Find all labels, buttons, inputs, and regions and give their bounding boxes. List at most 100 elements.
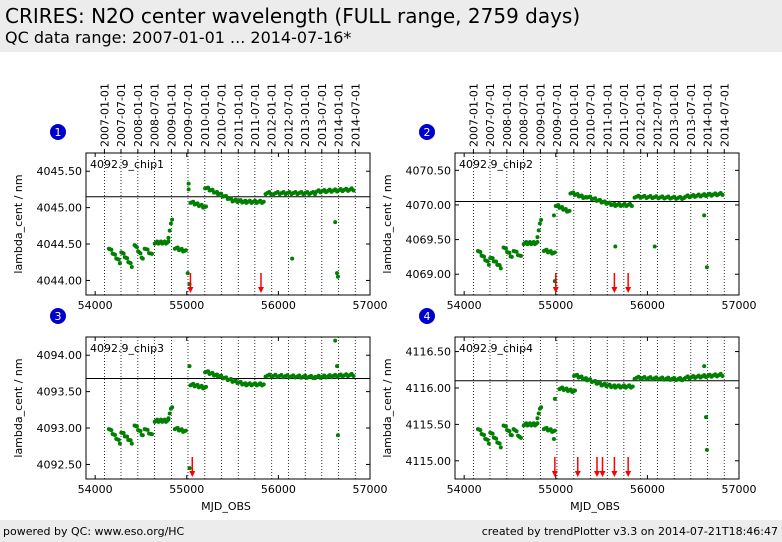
data-point [117, 261, 122, 266]
data-point [168, 221, 173, 226]
date-label: 2013-07-01 [316, 83, 329, 147]
plot-frame [454, 336, 740, 480]
data-point [116, 437, 121, 442]
data-point [149, 432, 154, 437]
data-point [145, 247, 150, 252]
data-point [482, 254, 487, 259]
data-point [536, 228, 541, 233]
date-label: 2011-07-01 [618, 83, 631, 147]
chart-panel-3: 54000 55000 56000 57000 4092.50 4093.00 4093.5… [12, 308, 388, 513]
data-point [109, 247, 114, 252]
y-tick-label: 4044.00 [37, 274, 83, 287]
data-point [335, 271, 340, 276]
event-marker-arrowhead [574, 471, 581, 477]
data-point [720, 373, 725, 378]
x-tick-label: 55000 [169, 483, 204, 496]
data-point [290, 256, 295, 261]
data-point [486, 262, 491, 267]
event-marker-arrowhead [187, 287, 194, 293]
data-point [129, 264, 134, 269]
data-point [486, 441, 491, 446]
date-label: 2008-01-01 [501, 83, 514, 147]
data-point [507, 250, 512, 255]
data-point [518, 253, 523, 258]
date-label: 2012-07-01 [282, 83, 295, 147]
y-tick-label: 4094.00 [37, 349, 83, 362]
event-marker-arrowhead [611, 287, 618, 293]
date-label: 2014-07-01 [718, 83, 731, 147]
data-point [167, 228, 172, 233]
data-point [121, 431, 126, 436]
data-point [183, 248, 188, 253]
data-point [166, 235, 171, 240]
x-tick-label: 54000 [447, 483, 482, 496]
date-label: 2009-01-01 [534, 83, 547, 147]
data-point [567, 208, 572, 213]
y-tick-label: 4070.00 [406, 199, 452, 212]
data-point [140, 433, 145, 438]
event-marker-arrowhead [625, 471, 632, 477]
data-point [333, 338, 338, 343]
page-subtitle: QC data range: 2007-01-01 ... 2014-07-16… [5, 28, 352, 47]
x-tick-label: 54000 [447, 299, 482, 312]
data-point [509, 433, 514, 438]
date-label: 2014-01-01 [702, 83, 715, 147]
data-point [113, 433, 118, 438]
date-label: 2007-01-01 [467, 83, 480, 147]
data-point [138, 429, 143, 434]
x-tick-label: 57000 [722, 483, 757, 496]
data-point [185, 271, 190, 276]
data-point [335, 433, 340, 438]
date-label: 2010-07-01 [584, 83, 597, 147]
data-point [613, 244, 618, 249]
date-label: 2008-07-01 [518, 83, 531, 147]
data-point [478, 250, 483, 255]
data-point [170, 405, 175, 410]
y-tick-label: 4093.00 [37, 422, 83, 435]
data-point [134, 245, 139, 250]
y-tick-label: 4116.00 [406, 382, 452, 395]
data-point [551, 436, 556, 441]
data-point [335, 364, 340, 369]
panel-number: 3 [55, 310, 62, 323]
data-point [166, 239, 171, 244]
y-axis-label: lambda_cent / nm [12, 174, 25, 273]
data-point [494, 259, 499, 264]
date-label: 2011-07-01 [249, 83, 262, 147]
data-point [186, 181, 191, 186]
data-point [720, 192, 725, 197]
x-tick-label: 54000 [78, 299, 113, 312]
y-tick-label: 4116.50 [406, 346, 452, 359]
event-marker-arrowhead [611, 471, 618, 477]
chart-panel-1: 54000 55000 56000 57000 4044.00 4044.50 4045.0… [12, 83, 388, 312]
data-point [166, 416, 171, 421]
x-tick-label: 55000 [538, 483, 573, 496]
date-label: 2010-07-01 [215, 83, 228, 147]
data-point [539, 217, 544, 222]
date-label: 2008-07-01 [149, 83, 162, 147]
data-point [125, 256, 130, 261]
data-point [269, 192, 274, 197]
date-label: 2011-01-01 [232, 83, 245, 147]
header: CRIRES: N2O center wavelength (FULL rang… [0, 0, 782, 52]
data-point [704, 265, 709, 270]
data-point [204, 204, 209, 209]
data-point [507, 429, 512, 434]
data-point [514, 249, 519, 254]
data-point [536, 411, 541, 416]
chip-label: 4092.9_chip4 [459, 342, 533, 355]
event-marker-arrowhead [599, 471, 606, 477]
x-tick-label: 57000 [722, 299, 757, 312]
data-point [497, 263, 502, 268]
data-point [518, 435, 523, 440]
data-point [552, 396, 557, 401]
y-tick-label: 4093.50 [37, 386, 83, 399]
chip-label: 4092.9_chip3 [90, 342, 164, 355]
data-point [228, 196, 233, 201]
data-point [630, 384, 635, 389]
data-point [490, 256, 495, 261]
data-point [261, 382, 266, 387]
x-tick-label: 56000 [630, 299, 665, 312]
data-point [482, 433, 487, 438]
